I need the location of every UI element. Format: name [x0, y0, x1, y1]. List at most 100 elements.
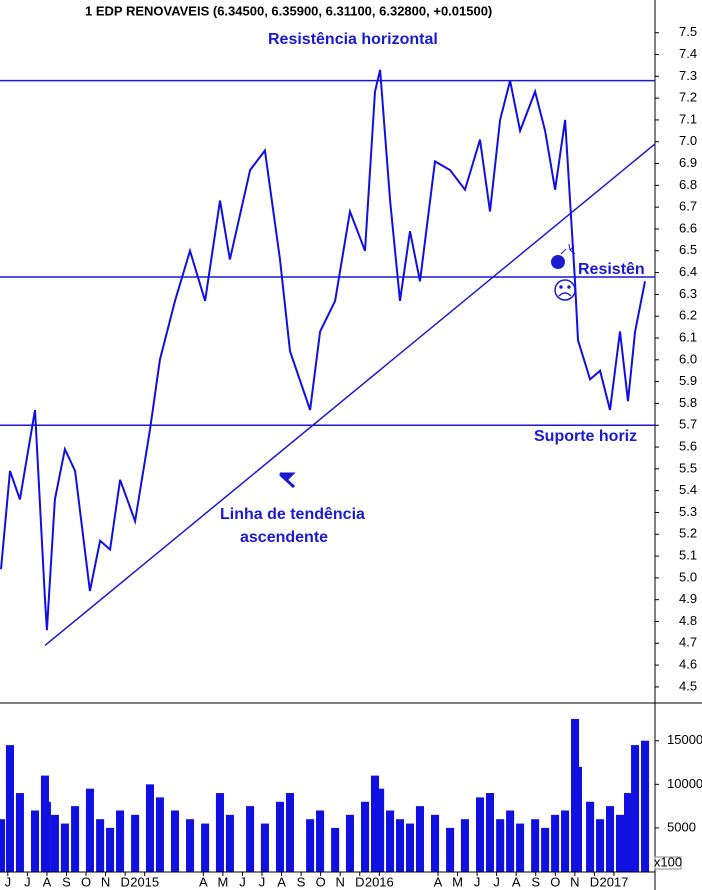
- volume-bar: [606, 806, 615, 872]
- y-tick-label: 6.8: [679, 177, 697, 192]
- volume-bar: [116, 810, 125, 872]
- x-tick-label: D: [355, 874, 364, 889]
- volume-bar: [623, 793, 633, 872]
- volume-bar: [446, 827, 455, 872]
- volume-bar: [405, 823, 415, 872]
- volume-bar: [316, 810, 325, 872]
- x-tick-label: 2016: [365, 874, 394, 889]
- volume-bar: [201, 823, 210, 872]
- y-tick-label: 4.8: [679, 613, 697, 628]
- annotation: Resistên: [578, 261, 645, 278]
- chart-title: 1 EDP RENOVAVEIS (6.34500, 6.35900, 6.31…: [85, 3, 492, 18]
- volume-bar: [155, 797, 164, 872]
- annotation: Suporte horiz: [534, 428, 637, 445]
- y-tick-label: 4.5: [679, 678, 697, 693]
- x-tick-label: A: [434, 874, 443, 889]
- x-tick-label: N: [570, 874, 579, 889]
- y-tick-label: 7.2: [679, 90, 697, 105]
- y-tick-label: 6.3: [679, 286, 697, 301]
- volume-bar: [15, 793, 24, 872]
- y-tick-label: 5.3: [679, 504, 697, 519]
- volume-bar: [551, 814, 560, 872]
- x-tick-label: S: [531, 874, 540, 889]
- y-tick-label: 6.0: [679, 351, 697, 366]
- volume-bar: [573, 766, 582, 872]
- volume-bar: [631, 745, 640, 872]
- x-tick-label: A: [512, 874, 521, 889]
- volume-bar: [215, 793, 224, 872]
- x-tick-label: N: [101, 874, 110, 889]
- volume-bar: [415, 806, 425, 872]
- volume-bar: [506, 810, 515, 872]
- volume-bar: [60, 823, 69, 872]
- y-tick-label: 6.7: [679, 199, 697, 214]
- volume-bar: [131, 814, 140, 872]
- volume-bar: [85, 788, 94, 872]
- volume-bar: [145, 784, 154, 872]
- volume-bar: [386, 810, 395, 872]
- volume-bar: [361, 801, 370, 872]
- y-tick-label: 6.6: [679, 220, 697, 235]
- volume-bar: [531, 819, 540, 872]
- volume-bar: [561, 810, 570, 872]
- volume-bar: [275, 801, 285, 872]
- volume-bar: [541, 827, 550, 872]
- x-tick-label: J: [259, 874, 266, 889]
- x-tick-label: J: [24, 874, 31, 889]
- volume-bar: [42, 801, 51, 872]
- y-tick-label: 6.2: [679, 308, 697, 323]
- x-tick-label: O: [81, 874, 91, 889]
- x-tick-label: J: [493, 874, 500, 889]
- x-tick-label: 2015: [130, 874, 159, 889]
- volume-bar: [0, 819, 5, 872]
- x-tick-label: J: [239, 874, 246, 889]
- y-tick-label: 6.9: [679, 155, 697, 170]
- y-tick-label: 5.8: [679, 395, 697, 410]
- x-tick-label: D: [120, 874, 129, 889]
- y-tick-label: 5.2: [679, 526, 697, 541]
- volume-bar: [596, 819, 605, 872]
- x-tick-label: A: [43, 874, 52, 889]
- x-tick-label: J: [474, 874, 481, 889]
- volume-bar: [306, 819, 315, 872]
- volume-bar: [5, 745, 14, 872]
- y-tick-label: 7.5: [679, 24, 697, 39]
- volume-bar: [345, 814, 355, 872]
- y-tick-label: 10000: [667, 776, 702, 791]
- y-tick-label: 5000: [667, 819, 696, 834]
- volume-bar: [106, 827, 115, 872]
- y-unit-label: x100: [654, 854, 682, 869]
- volume-bar: [331, 827, 340, 872]
- x-tick-label: M: [452, 874, 463, 889]
- volume-bar: [431, 814, 440, 872]
- volume-bar: [615, 814, 625, 872]
- y-tick-label: 5.1: [679, 548, 697, 563]
- volume-bar: [170, 810, 180, 872]
- volume-bar: [246, 806, 255, 872]
- x-tick-label: N: [336, 874, 345, 889]
- x-tick-label: A: [277, 874, 286, 889]
- y-tick-label: 6.5: [679, 242, 697, 257]
- y-tick-label: 15000: [667, 732, 702, 747]
- x-tick-label: O: [550, 874, 560, 889]
- volume-bar: [586, 801, 595, 872]
- volume-bar: [641, 740, 650, 872]
- y-tick-label: 4.9: [679, 591, 697, 606]
- volume-bar: [370, 775, 380, 872]
- annotation: Resistência horizontal: [268, 31, 438, 48]
- volume-bar: [186, 819, 195, 872]
- x-tick-label: O: [316, 874, 326, 889]
- y-tick-label: 7.3: [679, 68, 697, 83]
- y-tick-label: 5.6: [679, 438, 697, 453]
- y-tick-label: 5.9: [679, 373, 697, 388]
- volume-bar: [376, 788, 385, 872]
- y-tick-label: 4.7: [679, 635, 697, 650]
- y-tick-label: 5.0: [679, 569, 697, 584]
- x-tick-label: S: [297, 874, 306, 889]
- volume-bar: [50, 814, 59, 872]
- y-tick-label: 7.0: [679, 133, 697, 148]
- volume-unit-box: [654, 856, 682, 870]
- y-tick-label: 6.4: [679, 264, 697, 279]
